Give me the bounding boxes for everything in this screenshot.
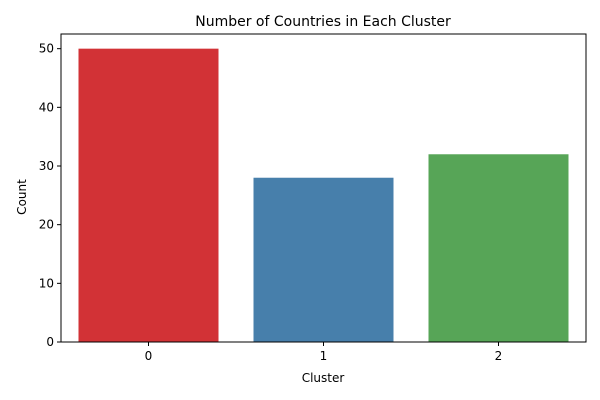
bar-cluster-2: [428, 154, 569, 342]
x-tick-label: 1: [320, 349, 328, 363]
bars-group: [78, 48, 569, 343]
y-tick-label: 0: [46, 335, 54, 349]
y-tick-label: 10: [39, 276, 54, 290]
bar-cluster-1: [253, 177, 394, 342]
x-tick-label: 2: [495, 349, 503, 363]
y-axis-label: Count: [15, 179, 29, 215]
y-tick-label: 40: [39, 100, 54, 114]
chart-title: Number of Countries in Each Cluster: [195, 14, 451, 30]
y-tick-label: 50: [39, 42, 54, 56]
y-axis-ticks: 0 10 20 30 40 50: [39, 42, 61, 349]
x-axis-label: Cluster: [302, 371, 345, 385]
y-tick-label: 20: [39, 218, 54, 232]
y-tick-label: 30: [39, 159, 54, 173]
bar-cluster-0: [78, 48, 219, 343]
x-axis-ticks: 0 1 2: [145, 342, 503, 363]
x-tick-label: 0: [145, 349, 153, 363]
